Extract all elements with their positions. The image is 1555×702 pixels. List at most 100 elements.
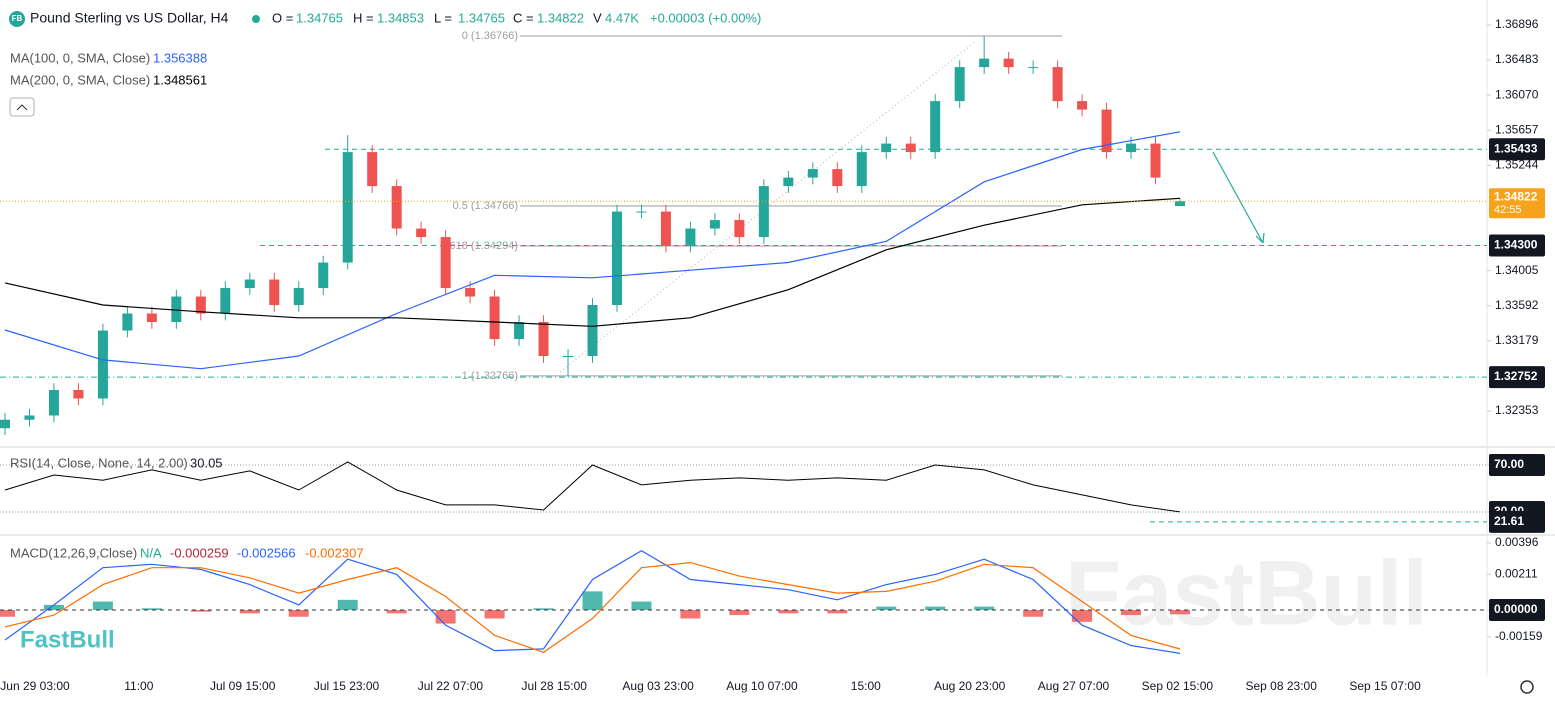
histogram-bar xyxy=(1121,609,1142,616)
candle-body xyxy=(1150,143,1161,178)
x-tick-label: Jul 15 23:00 xyxy=(314,679,380,693)
zero-badge-bg xyxy=(1489,598,1545,621)
x-tick-label: Aug 10 07:00 xyxy=(726,679,798,693)
ma-line xyxy=(4,131,1181,370)
candle-body xyxy=(244,279,255,289)
histogram-bar xyxy=(680,609,701,619)
candle-body xyxy=(685,228,696,246)
candle-body xyxy=(367,152,378,187)
ohlc-label: C = xyxy=(513,10,534,25)
histogram-bar xyxy=(778,609,799,614)
status-dot xyxy=(252,15,260,23)
histogram-bar xyxy=(1023,609,1044,617)
histogram-bar xyxy=(974,606,995,610)
change-value: +0.00003 (+0.00%) xyxy=(650,10,761,25)
histogram-bar xyxy=(925,606,946,610)
candle-body xyxy=(1175,201,1185,207)
ohlc-value: 1.34822 xyxy=(537,10,584,25)
candle-body xyxy=(195,296,206,314)
macd-na: N/A xyxy=(140,545,162,560)
candle-body xyxy=(709,220,720,229)
y-tick-label: -0.00159 xyxy=(1495,629,1543,643)
x-tick-label: Aug 20 23:00 xyxy=(934,679,1006,693)
x-tick-label: Sep 08 23:00 xyxy=(1245,679,1317,693)
rsi-line xyxy=(4,461,1181,513)
histogram-bar xyxy=(92,601,113,610)
candle-body xyxy=(146,313,157,323)
candle-body xyxy=(734,220,745,238)
histogram-bar xyxy=(0,609,15,617)
histogram-bar xyxy=(190,609,211,612)
countdown: 42:55 xyxy=(1494,204,1522,216)
candle-body xyxy=(440,237,451,289)
candle-body xyxy=(220,288,231,314)
symbol-logo: FB xyxy=(12,14,23,23)
candle-body xyxy=(97,330,108,399)
histogram-bar xyxy=(484,609,505,619)
histogram-bar xyxy=(288,609,309,617)
histogram-bar xyxy=(337,599,358,610)
candle-body xyxy=(489,296,500,340)
histogram-bar xyxy=(533,608,554,610)
volume-value: 4.47K xyxy=(605,10,639,25)
histogram-bar xyxy=(1170,609,1190,615)
collapse-button[interactable] xyxy=(9,97,35,117)
histogram-bar xyxy=(582,591,603,610)
candle-body xyxy=(660,211,671,246)
histogram-bar xyxy=(386,609,407,614)
candle-body xyxy=(1101,109,1112,153)
zero-badge: 0.00000 xyxy=(1494,602,1538,616)
trend-line xyxy=(559,41,976,373)
candle-body xyxy=(783,177,794,187)
level-badge: 1.34300 xyxy=(1494,238,1538,252)
candle-body xyxy=(758,186,769,238)
fib-label: 1 (1.32766) xyxy=(462,370,518,382)
legend-name: MA(100, 0, SMA, Close) xyxy=(10,50,150,65)
rsi-badge-bg xyxy=(1489,453,1545,476)
candle-body xyxy=(24,415,35,420)
level-badge-bg xyxy=(1489,234,1545,257)
candle-body xyxy=(611,211,622,306)
x-tick-label: Jun 29 03:00 xyxy=(0,679,70,693)
histogram-bar xyxy=(141,608,162,610)
volume-label: V xyxy=(593,10,602,25)
histogram-bar xyxy=(239,609,260,614)
x-tick-label: Jul 28 15:00 xyxy=(522,679,588,693)
histogram-bar xyxy=(827,609,848,614)
brand-logo: FastBull xyxy=(20,626,115,653)
price-badge: 1.34822 xyxy=(1494,189,1538,203)
ohlc-label: H = xyxy=(353,10,374,25)
macd-value: -0.002566 xyxy=(237,545,296,560)
y-tick-label: 1.33179 xyxy=(1495,333,1539,347)
symbol-title: Pound Sterling vs US Dollar, H4 xyxy=(30,10,229,26)
candle-body xyxy=(1077,101,1088,110)
macd-line xyxy=(4,550,1181,654)
candle-body xyxy=(269,279,280,306)
x-tick-label: Sep 02 15:00 xyxy=(1142,679,1214,693)
candle-body xyxy=(73,389,84,399)
candle-body xyxy=(832,169,843,187)
y-tick-label: 0.00396 xyxy=(1495,535,1539,549)
y-tick-label: 1.35657 xyxy=(1495,122,1539,136)
candle-body xyxy=(954,67,965,102)
macd-hist-value: -0.000259 xyxy=(170,545,229,560)
candle-body xyxy=(48,389,59,416)
candle-body xyxy=(318,262,329,289)
fib-label: 0.5 (1.34766) xyxy=(453,200,518,212)
legend-value: 1.356388 xyxy=(153,50,207,65)
candle-body xyxy=(807,169,818,178)
settings-icon[interactable] xyxy=(1520,680,1534,694)
histogram-bar xyxy=(435,609,456,624)
fib-label: 0 (1.36766) xyxy=(462,30,518,42)
candle-body xyxy=(416,228,427,238)
ohlc-label: O = xyxy=(272,10,293,25)
candle-body xyxy=(465,288,476,297)
watermark: FastBull xyxy=(1065,542,1428,644)
price-badge-bg xyxy=(1489,188,1545,219)
histogram-bar xyxy=(631,601,652,610)
histogram-bar xyxy=(43,604,64,610)
candle-body xyxy=(0,419,10,429)
x-tick-label: Aug 03 23:00 xyxy=(622,679,694,693)
